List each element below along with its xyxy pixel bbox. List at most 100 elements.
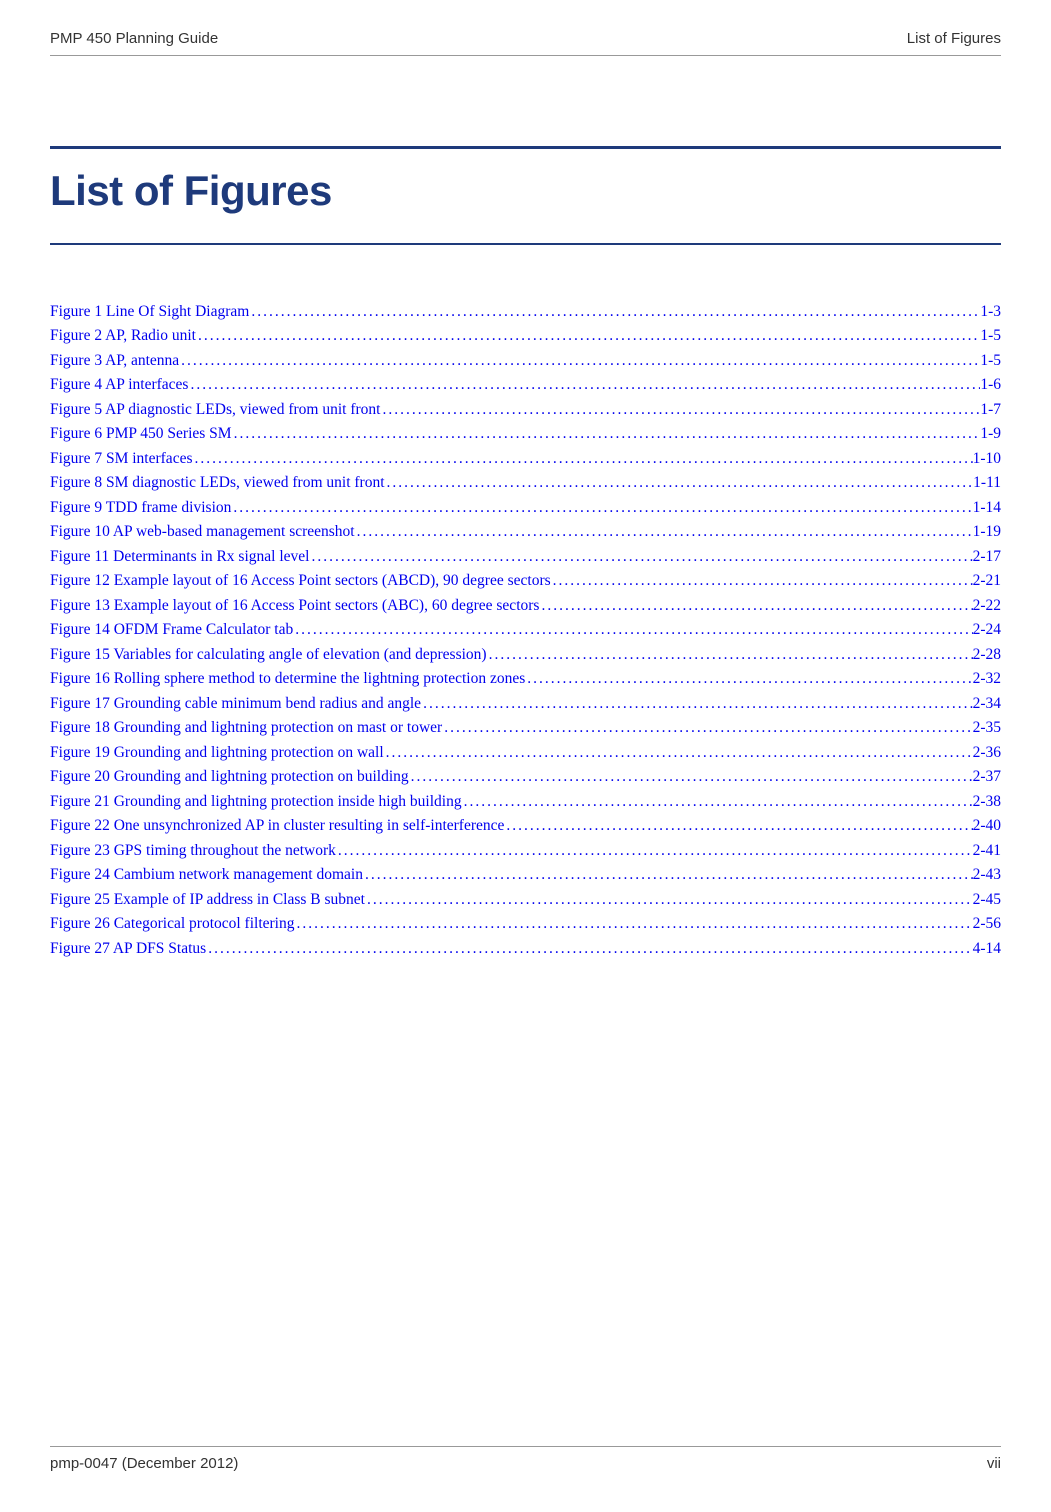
figure-entry: Figure 4 AP interfaces 1-6 xyxy=(50,373,1001,397)
figure-link-page[interactable]: 2-32 xyxy=(973,667,1001,691)
figure-list: Figure 1 Line Of Sight Diagram1-3Figure … xyxy=(50,300,1001,961)
figure-link-label[interactable]: Figure 5 AP diagnostic LEDs, viewed from… xyxy=(50,398,380,422)
figure-link-label[interactable]: Figure 3 AP, antenna xyxy=(50,349,179,373)
figure-link-label[interactable]: Figure 19 Grounding and lightning protec… xyxy=(50,741,384,765)
figure-link-label[interactable]: Figure 13 Example layout of 16 Access Po… xyxy=(50,594,539,618)
leader-dots xyxy=(487,643,973,667)
figure-entry: Figure 16 Rolling sphere method to deter… xyxy=(50,667,1001,691)
figure-link-label[interactable]: Figure 10 AP web-based management screen… xyxy=(50,520,355,544)
figure-entry: Figure 6 PMP 450 Series SM 1-9 xyxy=(50,422,1001,446)
figure-link-label[interactable]: Figure 18 Grounding and lightning protec… xyxy=(50,716,442,740)
leader-dots xyxy=(462,790,973,814)
figure-link-label[interactable]: Figure 4 AP interfaces xyxy=(50,373,188,397)
figure-link-page[interactable]: 2-45 xyxy=(973,888,1001,912)
figure-link-page[interactable]: 1-19 xyxy=(973,520,1001,544)
leader-dots xyxy=(295,912,973,936)
leader-dots xyxy=(293,618,972,642)
figure-entry: Figure 10 AP web-based management screen… xyxy=(50,520,1001,544)
figure-entry: Figure 7 SM interfaces 1-10 xyxy=(50,447,1001,471)
figure-link-label[interactable]: Figure 20 Grounding and lightning protec… xyxy=(50,765,409,789)
leader-dots xyxy=(232,422,981,446)
leader-dots xyxy=(365,888,973,912)
figure-entry: Figure 15 Variables for calculating angl… xyxy=(50,643,1001,667)
leader-dots xyxy=(249,300,980,324)
figure-link-label[interactable]: Figure 21 Grounding and lightning protec… xyxy=(50,790,462,814)
figure-entry: Figure 24 Cambium network management dom… xyxy=(50,863,1001,887)
figure-entry: Figure 1 Line Of Sight Diagram 1-3 xyxy=(50,300,1001,324)
figure-link-page[interactable]: 2-35 xyxy=(973,716,1001,740)
figure-link-page[interactable]: 1-3 xyxy=(980,300,1001,324)
page-title: List of Figures xyxy=(50,167,1001,215)
leader-dots xyxy=(231,496,972,520)
figure-link-page[interactable]: 1-7 xyxy=(980,398,1001,422)
figure-link-page[interactable]: 1-5 xyxy=(980,349,1001,373)
figure-entry: Figure 26 Categorical protocol filtering… xyxy=(50,912,1001,936)
page-header: PMP 450 Planning Guide List of Figures xyxy=(50,30,1001,56)
figure-link-page[interactable]: 2-56 xyxy=(973,912,1001,936)
footer-right: vii xyxy=(987,1455,1001,1472)
figure-link-page[interactable]: 4-14 xyxy=(973,937,1001,961)
figure-link-label[interactable]: Figure 6 PMP 450 Series SM xyxy=(50,422,232,446)
footer-left: pmp-0047 (December 2012) xyxy=(50,1455,238,1472)
figure-entry: Figure 27 AP DFS Status 4-14 xyxy=(50,937,1001,961)
figure-link-label[interactable]: Figure 17 Grounding cable minimum bend r… xyxy=(50,692,421,716)
leader-dots xyxy=(385,471,974,495)
figure-link-label[interactable]: Figure 24 Cambium network management dom… xyxy=(50,863,363,887)
figure-link-page[interactable]: 1-14 xyxy=(973,496,1001,520)
leader-dots xyxy=(355,520,973,544)
figure-link-page[interactable]: 2-24 xyxy=(973,618,1001,642)
figure-link-label[interactable]: Figure 26 Categorical protocol filtering xyxy=(50,912,295,936)
figure-link-label[interactable]: Figure 11 Determinants in Rx signal leve… xyxy=(50,545,309,569)
figure-link-page[interactable]: 2-22 xyxy=(973,594,1001,618)
leader-dots xyxy=(409,765,973,789)
leader-dots xyxy=(384,741,973,765)
leader-dots xyxy=(442,716,972,740)
figure-link-page[interactable]: 1-11 xyxy=(973,471,1001,495)
figure-link-label[interactable]: Figure 8 SM diagnostic LEDs, viewed from… xyxy=(50,471,385,495)
figure-link-label[interactable]: Figure 9 TDD frame division xyxy=(50,496,231,520)
figure-link-page[interactable]: 2-36 xyxy=(973,741,1001,765)
figure-link-page[interactable]: 2-34 xyxy=(973,692,1001,716)
figure-link-label[interactable]: Figure 12 Example layout of 16 Access Po… xyxy=(50,569,551,593)
leader-dots xyxy=(421,692,973,716)
figure-link-label[interactable]: Figure 27 AP DFS Status xyxy=(50,937,206,961)
title-section: List of Figures xyxy=(50,146,1001,245)
figure-entry: Figure 8 SM diagnostic LEDs, viewed from… xyxy=(50,471,1001,495)
figure-link-page[interactable]: 2-38 xyxy=(973,790,1001,814)
header-left: PMP 450 Planning Guide xyxy=(50,30,218,47)
figure-link-page[interactable]: 1-10 xyxy=(973,447,1001,471)
figure-entry: Figure 18 Grounding and lightning protec… xyxy=(50,716,1001,740)
leader-dots xyxy=(192,447,972,471)
figure-link-label[interactable]: Figure 2 AP, Radio unit xyxy=(50,324,196,348)
figure-link-page[interactable]: 2-43 xyxy=(973,863,1001,887)
figure-entry: Figure 17 Grounding cable minimum bend r… xyxy=(50,692,1001,716)
figure-link-label[interactable]: Figure 14 OFDM Frame Calculator tab xyxy=(50,618,293,642)
figure-entry: Figure 20 Grounding and lightning protec… xyxy=(50,765,1001,789)
page-footer: pmp-0047 (December 2012) vii xyxy=(50,1446,1001,1472)
figure-entry: Figure 25 Example of IP address in Class… xyxy=(50,888,1001,912)
figure-entry: Figure 23 GPS timing throughout the netw… xyxy=(50,839,1001,863)
figure-link-label[interactable]: Figure 16 Rolling sphere method to deter… xyxy=(50,667,525,691)
figure-link-page[interactable]: 2-40 xyxy=(973,814,1001,838)
leader-dots xyxy=(380,398,980,422)
figure-link-label[interactable]: Figure 1 Line Of Sight Diagram xyxy=(50,300,249,324)
figure-link-label[interactable]: Figure 22 One unsynchronized AP in clust… xyxy=(50,814,504,838)
figure-link-page[interactable]: 2-21 xyxy=(973,569,1001,593)
figure-link-page[interactable]: 1-5 xyxy=(980,324,1001,348)
figure-link-label[interactable]: Figure 15 Variables for calculating angl… xyxy=(50,643,487,667)
leader-dots xyxy=(525,667,972,691)
figure-entry: Figure 19 Grounding and lightning protec… xyxy=(50,741,1001,765)
header-right: List of Figures xyxy=(907,30,1001,47)
figure-link-label[interactable]: Figure 25 Example of IP address in Class… xyxy=(50,888,365,912)
figure-link-page[interactable]: 2-41 xyxy=(973,839,1001,863)
figure-link-page[interactable]: 2-28 xyxy=(973,643,1001,667)
figure-link-page[interactable]: 1-9 xyxy=(980,422,1001,446)
figure-link-label[interactable]: Figure 23 GPS timing throughout the netw… xyxy=(50,839,336,863)
leader-dots xyxy=(188,373,980,397)
figure-link-label[interactable]: Figure 7 SM interfaces xyxy=(50,447,192,471)
figure-link-page[interactable]: 2-17 xyxy=(973,545,1001,569)
figure-link-page[interactable]: 2-37 xyxy=(973,765,1001,789)
figure-entry: Figure 13 Example layout of 16 Access Po… xyxy=(50,594,1001,618)
figure-link-page[interactable]: 1-6 xyxy=(980,373,1001,397)
leader-dots xyxy=(196,324,980,348)
